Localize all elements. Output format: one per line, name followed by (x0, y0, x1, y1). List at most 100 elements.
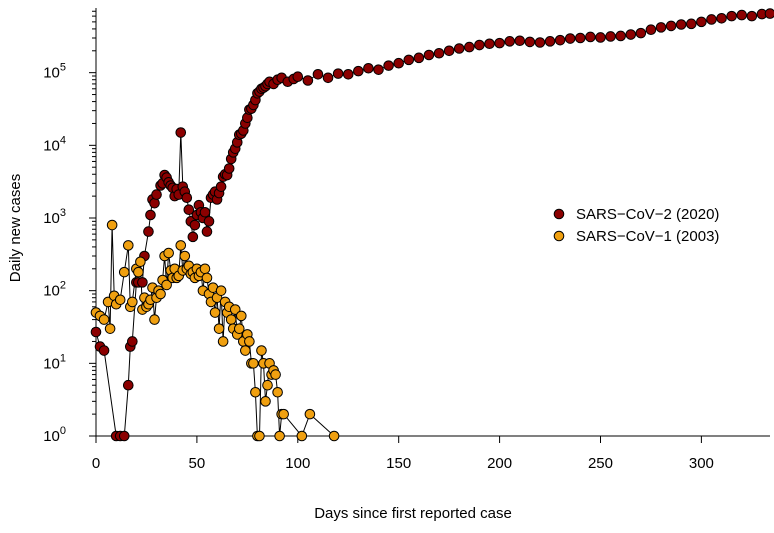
data-point-series-1 (215, 181, 227, 192)
data-point-series-2 (256, 345, 267, 356)
data-point-series-2 (106, 219, 118, 231)
legend-marker-1 (553, 208, 565, 220)
data-point-series-1 (203, 216, 215, 227)
data-point-series-1 (464, 41, 475, 53)
data-point-series-2 (274, 430, 285, 442)
data-point-series-1 (322, 72, 334, 84)
data-point-series-1 (137, 277, 148, 288)
data-point-series-1 (514, 35, 526, 47)
data-point-series-1 (175, 127, 187, 138)
data-point-series-1 (143, 226, 154, 237)
data-point-series-1 (98, 345, 110, 356)
data-point-series-1 (484, 38, 495, 50)
data-point-series-1 (332, 68, 344, 79)
data-point-series-1 (544, 36, 556, 47)
data-point-series-1 (90, 326, 102, 338)
y-tick-label: 101 (43, 352, 66, 372)
data-point-series-1 (201, 226, 213, 237)
data-point-series-1 (443, 45, 455, 57)
x-tick-label: 200 (487, 455, 512, 472)
data-point-series-1 (764, 8, 774, 19)
data-point-series-1 (312, 68, 324, 80)
data-point-series-2 (217, 336, 229, 347)
y-tick-exponent: 5 (60, 62, 66, 74)
data-point-series-2 (296, 430, 308, 442)
data-point-series-2 (155, 288, 166, 300)
y-tick-exponent: 2 (60, 280, 66, 292)
data-point-series-2 (135, 256, 146, 268)
data-point-series-2 (104, 323, 116, 334)
x-tick-label: 100 (285, 455, 310, 472)
data-point-series-2 (161, 279, 172, 291)
y-tick-label: 103 (43, 207, 66, 227)
data-point-series-1 (625, 29, 637, 40)
data-point-series-2 (240, 345, 251, 356)
x-tick-label: 150 (386, 455, 411, 472)
data-point-series-2 (229, 304, 241, 315)
data-point-series-2 (122, 240, 134, 251)
data-point-series-1 (187, 231, 199, 243)
x-axis-label: Days since first reported case (314, 505, 512, 522)
data-point-series-2 (175, 240, 187, 251)
data-point-series-1 (504, 36, 515, 47)
data-point-series-2 (213, 323, 225, 334)
data-point-series-1 (645, 24, 657, 36)
data-point-series-1 (183, 204, 195, 216)
data-point-series-1 (746, 10, 758, 22)
data-point-series-2 (270, 369, 281, 380)
data-point-series-2 (248, 358, 259, 369)
data-point-series-1 (127, 336, 138, 347)
data-point-series-2 (133, 266, 144, 278)
data-point-series-1 (605, 31, 616, 42)
y-tick-label: 105 (43, 62, 66, 82)
data-point-series-1 (585, 31, 596, 43)
data-point-series-1 (696, 16, 707, 28)
data-point-series-1 (181, 192, 193, 204)
data-point-series-1 (736, 9, 748, 21)
data-point-series-1 (474, 39, 485, 51)
data-point-series-2 (304, 408, 316, 420)
data-point-series-2 (278, 408, 289, 420)
data-point-series-1 (342, 68, 354, 80)
data-point-series-1 (716, 12, 727, 24)
data-point-series-1 (635, 27, 647, 39)
data-point-series-2 (262, 379, 273, 391)
legend-label-2: SARS−CoV−1 (2003) (576, 228, 719, 245)
y-tick-exponent: 0 (60, 425, 66, 437)
data-point-series-1 (199, 206, 211, 218)
series-layer (90, 8, 774, 442)
data-point-series-2 (127, 296, 138, 308)
data-point-series-1 (393, 57, 404, 69)
data-point-series-1 (665, 20, 677, 32)
data-point-series-1 (655, 22, 667, 33)
data-point-series-1 (575, 32, 586, 44)
data-point-series-1 (189, 219, 201, 231)
data-point-series-1 (726, 10, 737, 22)
data-point-series-2 (179, 250, 191, 262)
legend-label-1: SARS−CoV−2 (2020) (576, 206, 719, 223)
data-point-series-1 (363, 62, 374, 74)
x-tick-label: 300 (689, 455, 714, 472)
data-point-series-2 (328, 430, 340, 442)
data-point-series-1 (564, 33, 576, 44)
data-point-series-1 (615, 30, 626, 42)
data-point-series-2 (250, 386, 261, 398)
data-point-series-1 (149, 197, 160, 209)
data-point-series-1 (534, 37, 546, 48)
data-point-series-1 (494, 37, 505, 49)
data-point-series-1 (554, 34, 566, 46)
data-point-series-2 (254, 430, 265, 442)
data-point-series-1 (373, 64, 384, 75)
data-point-series-1 (122, 379, 134, 391)
y-tick-exponent: 4 (60, 134, 66, 146)
data-point-series-2 (244, 336, 255, 347)
data-point-series-2 (272, 386, 283, 398)
data-point-series-2 (201, 272, 213, 284)
data-point-series-1 (685, 18, 697, 30)
data-point-series-1 (353, 65, 364, 77)
data-point-series-1 (302, 75, 314, 86)
data-point-series-1 (413, 52, 425, 64)
data-point-series-2 (98, 314, 110, 325)
